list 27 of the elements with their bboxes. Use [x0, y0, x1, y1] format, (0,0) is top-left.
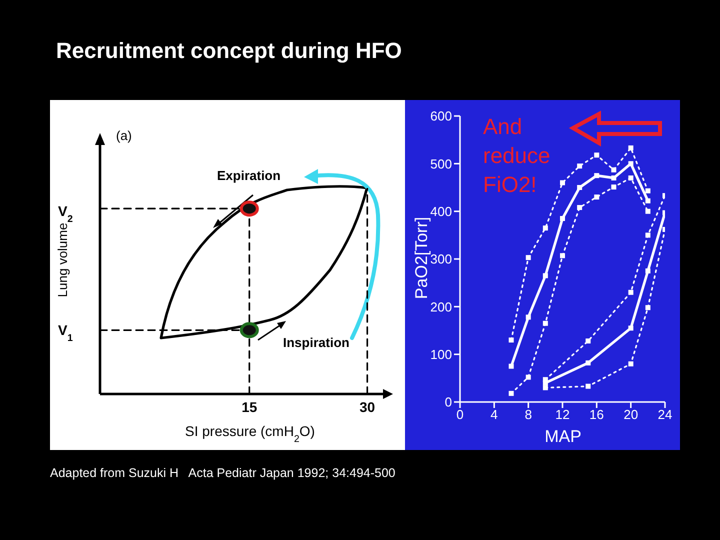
y-axis-title: PaO2[Torr] — [412, 216, 431, 300]
y-tick-label: 100 — [430, 346, 452, 362]
x-tick-label: 12 — [555, 407, 570, 422]
chart-title: Recruitment concept during HFO — [56, 38, 402, 64]
y-axis-title: Lung volume — [55, 222, 70, 298]
text: V$_{2}$ — [58, 203, 74, 224]
x-tick-label: 8 — [524, 407, 532, 422]
y-tick-label: 600 — [430, 108, 452, 124]
annotation: Inspiration — [283, 335, 350, 350]
x-tick-label: 0 — [456, 407, 464, 422]
y-tick-label: 400 — [430, 204, 452, 219]
x-tick-label: 24 — [658, 407, 672, 422]
text: Adapted from Suzuki H Acta Pediatr Japan 1992; 34:494-500 — [50, 466, 396, 480]
y-tick-label: 300 — [430, 252, 452, 267]
x-tick-label: 20 — [624, 407, 638, 422]
y-tick-label: 200 — [430, 299, 452, 314]
text: (a) — [116, 128, 132, 143]
x-axis-title: MAP — [544, 427, 582, 446]
text: V$_{1}$ — [58, 322, 74, 344]
x-axis-title: SI pressure (cmH$_{2}$O) — [185, 423, 315, 444]
text: Expiration — [217, 168, 281, 183]
x-tick-label: 16 — [589, 407, 604, 422]
x-tick-label: 4 — [490, 407, 498, 422]
annotation: And reduce FiO2! — [483, 114, 550, 197]
x-tick-label: 30 — [359, 398, 376, 415]
y-tick-label: 500 — [430, 156, 452, 172]
x-tick-label: 15 — [242, 398, 258, 415]
